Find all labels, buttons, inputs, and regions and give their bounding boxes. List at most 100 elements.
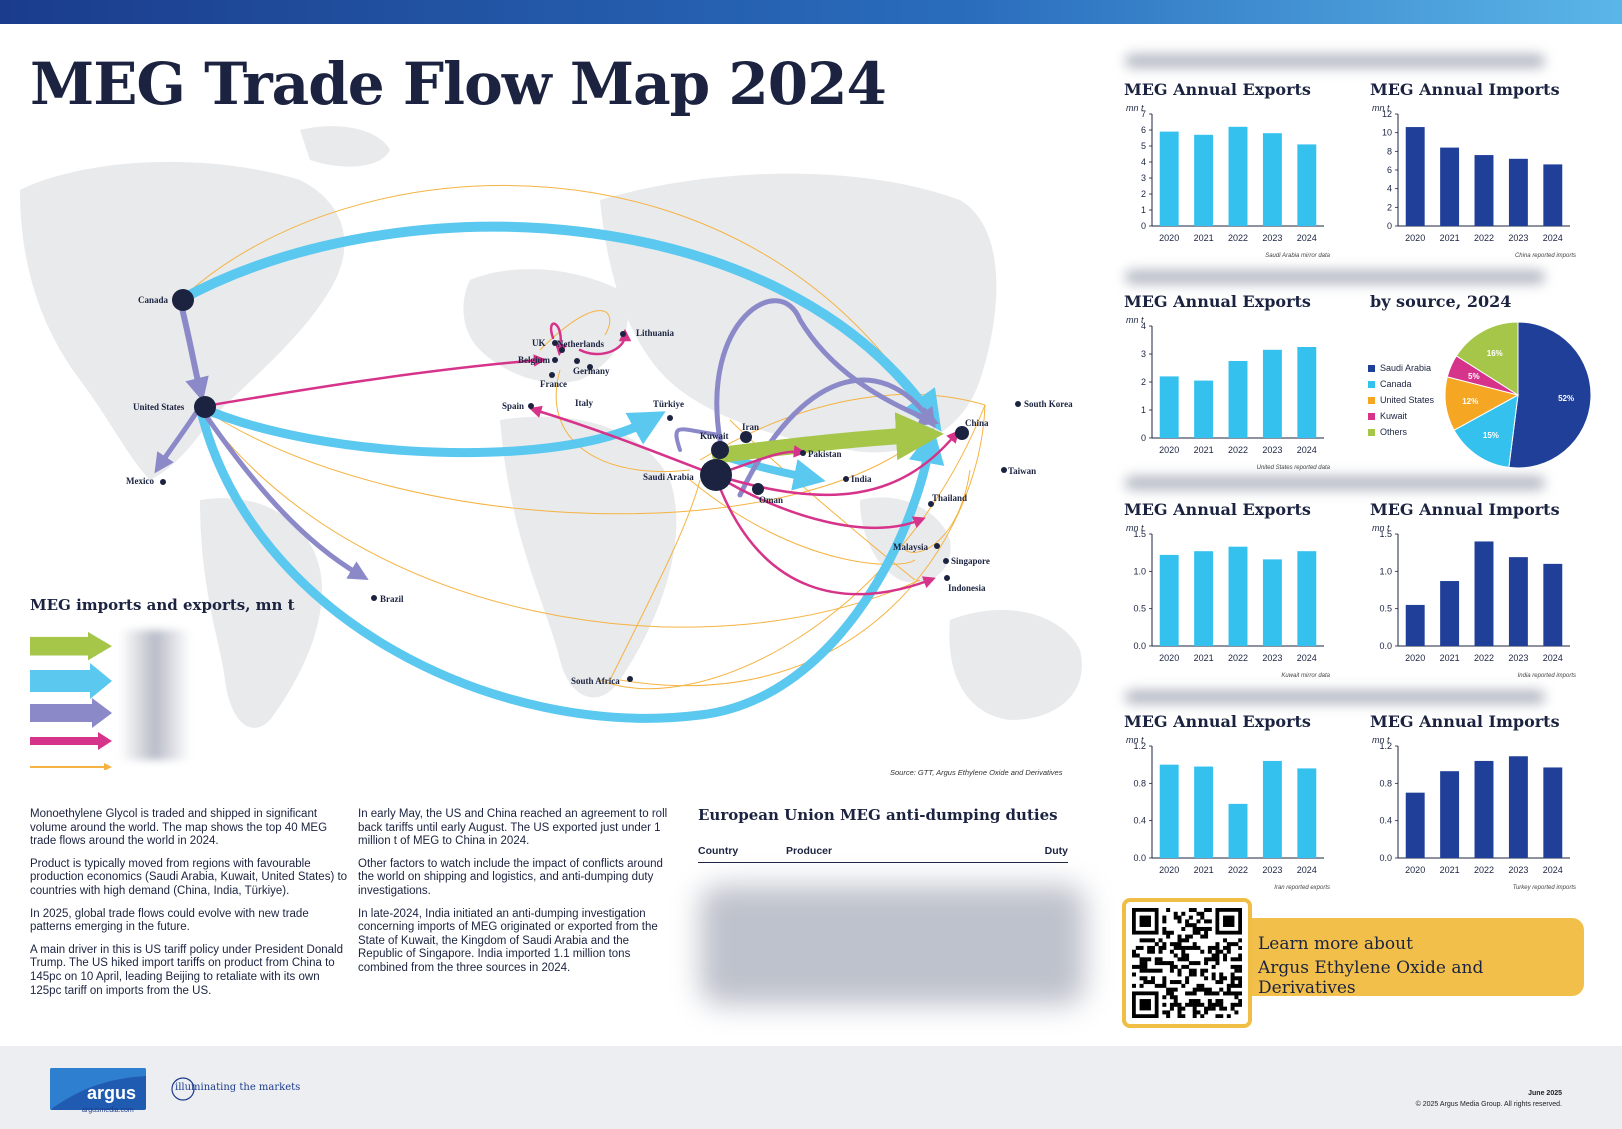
bar — [1297, 144, 1317, 226]
qr-module — [1230, 983, 1235, 988]
qr-module — [1219, 972, 1224, 977]
y-tick-label: 0.0 — [1379, 853, 1392, 863]
qr-module — [1162, 926, 1167, 931]
qr-module — [1234, 1002, 1239, 1007]
tagline: illuminating the markets — [175, 1082, 301, 1093]
label-netherlands: Netherlands — [557, 339, 604, 349]
label-france: France — [540, 379, 567, 389]
qr-module — [1234, 964, 1239, 969]
legend-label: Saudi Arabia — [1380, 363, 1432, 373]
argus-url[interactable]: argusmedia.com — [82, 1107, 134, 1114]
data-note: Iran reported exports — [1274, 885, 1330, 891]
node-iran — [740, 431, 752, 443]
qr-module — [1200, 911, 1205, 916]
qr-module — [1200, 1014, 1205, 1018]
y-unit-label: mn t — [1126, 523, 1144, 533]
qr-module — [1207, 987, 1212, 992]
qr-module — [1196, 983, 1201, 988]
qr-module — [1188, 945, 1193, 950]
node-italy — [587, 364, 593, 370]
bar — [1297, 347, 1317, 438]
bar — [1474, 760, 1494, 858]
qr-module — [1238, 945, 1242, 950]
qr-module — [1169, 995, 1174, 1000]
bar — [1297, 768, 1317, 858]
chart-panel-6: MEG Annual Exports mn t 0.0 0.4 0.8 1.2 2020 2… — [1124, 712, 1354, 907]
qr-module — [1188, 1002, 1193, 1007]
qr-module — [1226, 991, 1231, 996]
label-china: China — [965, 418, 989, 428]
chart-title: MEG Annual Imports — [1370, 500, 1560, 519]
qr-module — [1230, 957, 1235, 962]
argus-logo[interactable]: argus — [50, 1068, 146, 1110]
y-tick-label: 7 — [1141, 109, 1146, 119]
x-tick-label: 2021 — [1440, 653, 1460, 663]
paragraph: In 2025, global trade flows could evolve… — [30, 907, 309, 934]
qr-module — [1234, 957, 1239, 962]
bar — [1474, 541, 1494, 646]
y-tick-label: 4 — [1141, 157, 1146, 167]
bar — [1297, 551, 1317, 646]
qr-module — [1211, 1006, 1216, 1011]
bar — [1159, 376, 1179, 438]
qr-module — [1223, 1006, 1228, 1011]
qr-module — [1211, 957, 1216, 962]
qr-module — [1204, 961, 1209, 966]
qr-module — [1207, 949, 1212, 954]
y-tick-label: 8 — [1387, 146, 1392, 156]
qr-module — [1185, 964, 1190, 969]
qr-module — [1177, 934, 1182, 939]
qr-module — [1185, 976, 1190, 981]
qr-module — [1204, 1010, 1209, 1015]
qr-module — [1211, 976, 1216, 981]
qr-module — [1173, 987, 1178, 992]
bar-chart: mn t 0 2 4 6 8 10 12 2020 2021 2022 2023 2024 China r… — [1372, 103, 1576, 259]
qr-code-frame[interactable] — [1122, 898, 1252, 1028]
y-tick-label: 0.0 — [1379, 641, 1392, 651]
qr-module — [1234, 976, 1239, 981]
qr-module — [1185, 1002, 1190, 1007]
qr-module — [1169, 987, 1174, 992]
qr-module — [1188, 934, 1193, 939]
y-tick-label: 1.2 — [1133, 741, 1146, 751]
eu-table-body-blurred — [700, 885, 1085, 1005]
pie-legend-item: United States — [1368, 392, 1434, 408]
qr-module — [1226, 1014, 1231, 1018]
chart-title: MEG Annual Exports — [1124, 292, 1311, 311]
qr-module — [1162, 942, 1167, 947]
cta-banner[interactable]: Learn more about Argus Ethylene Oxide an… — [1238, 918, 1584, 998]
qr-module — [1147, 968, 1152, 973]
qr-finder-core — [1223, 915, 1235, 927]
country-nodes — [160, 289, 1021, 682]
qr-module — [1215, 945, 1220, 950]
bar — [1194, 766, 1214, 858]
y-tick-label: 1.0 — [1133, 566, 1146, 576]
bar — [1262, 760, 1282, 858]
qr-module — [1196, 930, 1201, 935]
qr-module — [1158, 957, 1163, 962]
qr-module — [1204, 976, 1209, 981]
y-tick-label: 3 — [1141, 173, 1146, 183]
qr-module — [1158, 938, 1163, 943]
qr-module — [1204, 957, 1209, 962]
qr-module — [1162, 980, 1167, 985]
qr-module — [1215, 999, 1220, 1004]
qr-module — [1230, 972, 1235, 977]
node-saudi — [700, 459, 732, 491]
x-tick-label: 2020 — [1159, 233, 1179, 243]
qr-module — [1223, 938, 1228, 943]
qr-module — [1150, 980, 1155, 985]
qr-module — [1154, 961, 1159, 966]
y-unit-label: mn t — [1372, 523, 1390, 533]
label-thailand: Thailand — [932, 493, 967, 503]
legend-label: United States — [1380, 395, 1435, 405]
qr-module — [1238, 938, 1242, 943]
qr-module — [1192, 930, 1197, 935]
pie-legend-item: Others — [1368, 424, 1434, 440]
legend-arrow-orange — [30, 763, 112, 770]
footer-date: June 2025 © 2025 Argus Media Group. All … — [1416, 1088, 1562, 1110]
qr-module — [1230, 964, 1235, 969]
legend-swatch — [1368, 364, 1375, 372]
qr-module — [1192, 1010, 1197, 1015]
bar — [1440, 147, 1460, 226]
